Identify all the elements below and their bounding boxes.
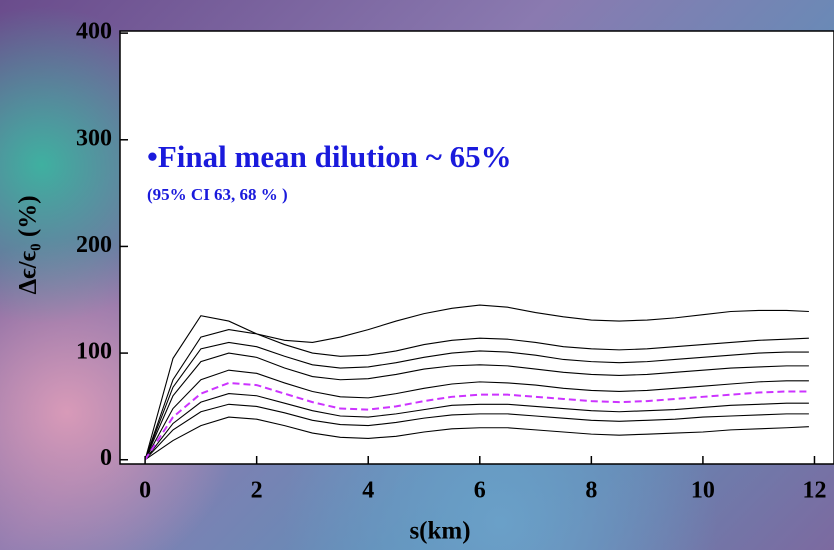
y-tick-label: 300 <box>76 125 112 151</box>
annotation: •Final mean dilution ~ 65% <box>147 139 512 174</box>
x-tick-label: 8 <box>585 478 597 504</box>
data-line <box>144 381 809 461</box>
plot-area <box>119 30 834 465</box>
data-line <box>144 341 809 460</box>
y-tick-label: 200 <box>76 232 112 258</box>
data-line <box>144 329 809 460</box>
x-tick-label: 4 <box>362 478 374 504</box>
data-line <box>144 416 809 461</box>
data-line <box>144 369 809 460</box>
x-tick-label: 2 <box>251 478 263 504</box>
data-line <box>144 352 809 460</box>
data-line <box>144 393 809 461</box>
x-tick-label: 12 <box>802 478 826 504</box>
annotation: (95% CI 63, 68 % ) <box>147 185 288 204</box>
x-tick-label: 10 <box>691 478 715 504</box>
x-tick-label: 0 <box>139 478 151 504</box>
y-axis-label: Δϵ/ϵ₀ (%) <box>15 195 42 294</box>
x-tick-label: 6 <box>474 478 486 504</box>
x-axis-label: s(km) <box>409 518 470 545</box>
y-tick-label: 0 <box>100 445 112 471</box>
y-tick-label: 400 <box>76 19 112 45</box>
y-tick-label: 100 <box>76 339 112 365</box>
data-line <box>144 403 809 461</box>
